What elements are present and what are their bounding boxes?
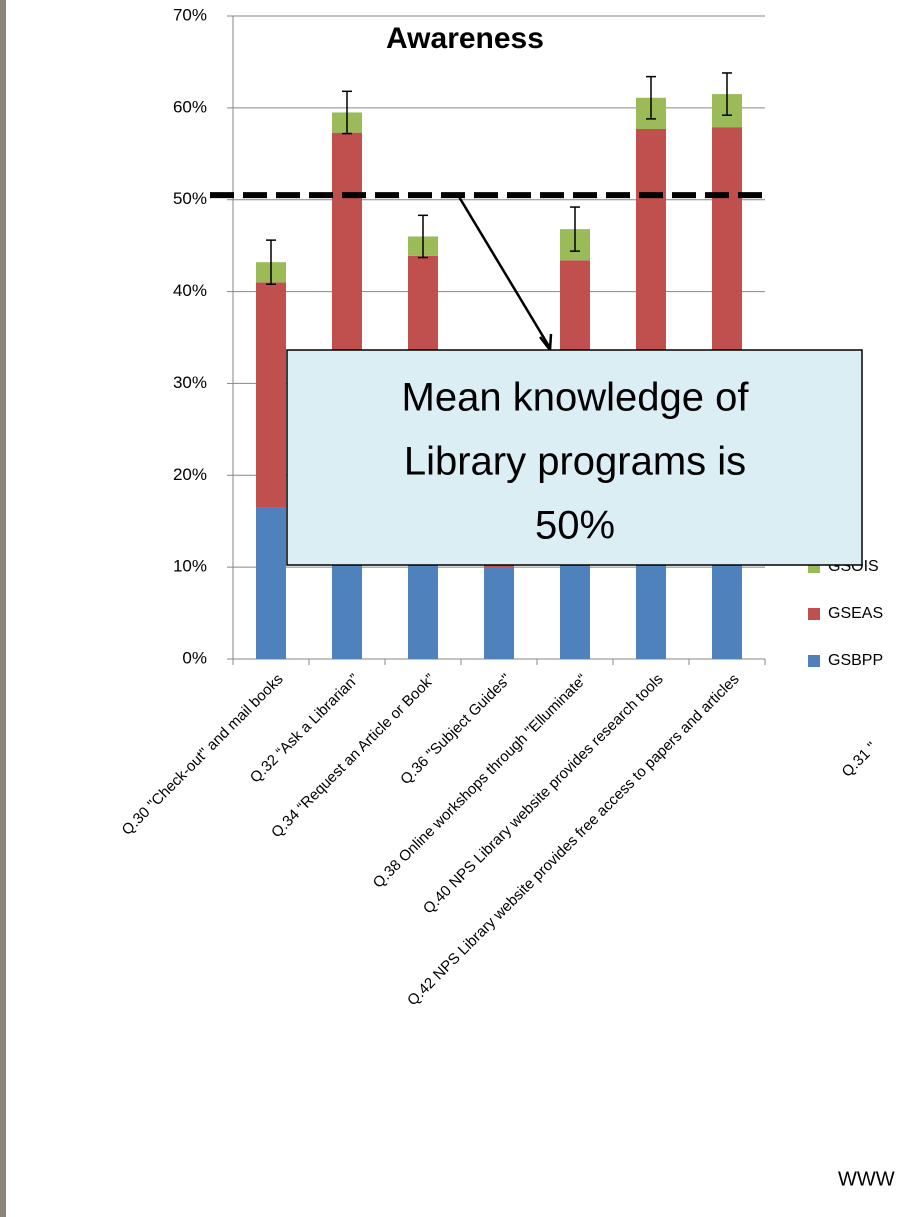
y-tick-label: 0% — [182, 648, 207, 667]
bar-segment — [484, 567, 514, 659]
y-tick-label: 20% — [173, 465, 207, 484]
y-tick-label: 70% — [173, 5, 207, 24]
error-bar — [570, 206, 580, 252]
chart-title: Awareness — [386, 22, 544, 55]
background-text: WWW — [838, 1168, 895, 1190]
callout-text: 50% — [535, 504, 615, 548]
y-tick-label: 50% — [173, 189, 207, 208]
arrow — [456, 194, 552, 349]
y-tick-label: 10% — [173, 557, 207, 576]
background-text: Q.31 " — [839, 739, 881, 781]
bar-segment — [256, 507, 286, 659]
error-bar — [646, 75, 656, 120]
legend-swatch — [808, 608, 820, 620]
legend-label: GSEAS — [828, 605, 883, 622]
y-tick-label: 30% — [173, 373, 207, 392]
error-bar — [418, 214, 428, 259]
error-bar — [722, 72, 732, 116]
error-bar — [266, 239, 276, 285]
x-tick-label: Q.30 "Check-out" and mail books — [119, 671, 287, 839]
legend-label: GSBPP — [828, 652, 883, 669]
callout-text: Library programs is — [404, 440, 746, 484]
bar-segment — [256, 282, 286, 508]
callout-box — [286, 349, 863, 566]
callout-text: Mean knowledge of — [402, 376, 750, 420]
background-strip — [0, 0, 6, 1217]
error-bar — [342, 90, 352, 135]
y-tick-label: 60% — [173, 97, 207, 116]
x-tick-label: Q.34 “Request an Article or Book” — [268, 671, 439, 842]
legend-swatch — [808, 655, 820, 667]
y-tick-label: 40% — [173, 281, 207, 300]
